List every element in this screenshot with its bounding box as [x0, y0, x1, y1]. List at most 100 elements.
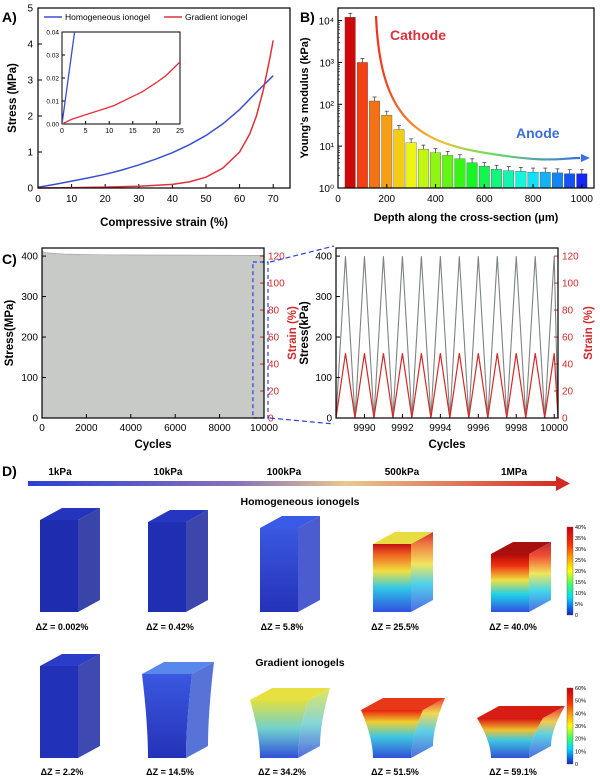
chart-c-left-ytick-label: 100 — [21, 373, 38, 384]
chart-b-bar — [442, 155, 454, 189]
chart-b-xtick-label: 600 — [476, 194, 493, 205]
colorbar-label: 20% — [575, 569, 586, 575]
gradient-block: ΔZ = 34.2% — [250, 688, 330, 777]
chart-b-xtick-label: 200 — [378, 194, 395, 205]
chart-a-series-gradient — [37, 40, 274, 189]
chart-b-bar — [552, 172, 563, 189]
block-top-face — [477, 706, 565, 718]
block-top-face — [40, 508, 100, 520]
chart-a-xtick-label: 0 — [35, 194, 41, 205]
deformation-label: ΔZ = 2.2% — [41, 767, 84, 777]
deformation-label: ΔZ = 34.2% — [258, 767, 306, 777]
homogeneous-block: ΔZ = 40.0% — [489, 542, 551, 632]
block-top-face — [373, 532, 433, 544]
legend-homogeneous-label: Homogeneous ionogel — [65, 12, 150, 22]
deformation-label: ΔZ = 51.5% — [371, 767, 419, 777]
panel-label-d: D) — [2, 463, 17, 479]
chart-c-right-y2tick-label: 100 — [562, 279, 579, 290]
chart-c-left-xlabel: Cycles — [134, 439, 171, 451]
legend-gradient-label: Gradient ionogel — [185, 12, 247, 22]
chart-b-bar — [466, 162, 478, 189]
chart-b-ytick-label: 10³ — [320, 58, 335, 69]
chart-a-series-homogeneous — [37, 75, 274, 189]
chart-c-right-xtick-label: 9998 — [505, 423, 528, 434]
chart-c-left-xtick-label: 0 — [39, 423, 45, 434]
chart-c-left-xtick-label: 2000 — [75, 423, 98, 434]
block-top-face — [250, 688, 330, 700]
chart-b-xtick-label: 1000 — [571, 194, 594, 205]
chart-c-left-xtick-label: 4000 — [120, 423, 143, 434]
colorbar-label: 30% — [575, 724, 586, 730]
chart-c-right-xtick-label: 9994 — [429, 423, 452, 434]
block-front-face — [148, 522, 186, 612]
block-front-face — [40, 520, 78, 612]
chart-b: Cathode Anode 0 200 400 600 800 1000 10⁰ 10¹ 10²… — [299, 7, 595, 224]
cycle-stress-line — [335, 256, 559, 419]
deformation-label: ΔZ = 0.42% — [146, 622, 194, 632]
inset-ytick-label: 0.03 — [46, 53, 59, 60]
colorbar-label: 0 — [575, 613, 578, 619]
block-side-face — [186, 662, 214, 758]
chart-b-bar — [393, 129, 405, 189]
cathode-anode-gradient-curve — [374, 15, 581, 161]
zoom-connector-top — [269, 245, 335, 263]
block-side-face — [411, 698, 445, 758]
block-front-face — [477, 718, 543, 758]
pressure-scale-arrow-bar — [28, 481, 558, 486]
pressure-scale-label: 100kPa — [267, 467, 302, 478]
chart-c-left-y2tick-label: 0 — [268, 414, 274, 425]
colorbar-label: 50% — [575, 699, 586, 705]
chart-b-bar — [430, 152, 441, 189]
pressure-scale-label: 500kPa — [385, 467, 420, 478]
annotation-cathode: Cathode — [390, 27, 446, 43]
pressure-scale-label: 1kPa — [48, 467, 72, 478]
colorbar — [566, 687, 574, 765]
deformation-label: ΔZ = 25.5% — [371, 622, 419, 632]
chart-c-right-y2tick-label: 40 — [562, 360, 574, 371]
chart-b-bar — [356, 62, 368, 189]
deformation-label: ΔZ = 5.8% — [261, 622, 304, 632]
chart-a-ytick-label: 2 — [27, 112, 33, 123]
chart-c-left-y2tick-label: 120 — [268, 252, 285, 263]
block-side-face — [78, 654, 100, 758]
chart-b-ytick-label: 10¹ — [320, 142, 335, 153]
gradient-row-title: Gradient ionogels — [255, 657, 344, 669]
block-side-face — [411, 532, 433, 612]
inset-series-homogeneous — [62, 32, 76, 124]
chart-c-left-frame — [41, 247, 265, 419]
chart-c-left-y2label: Strain (%) — [287, 306, 299, 360]
block-top-face — [260, 516, 320, 528]
chart-a-ytick-label: 4 — [27, 40, 33, 51]
chart-b-ytick-label: 10⁴ — [319, 17, 334, 28]
chart-c-right-y2tick-label: 0 — [562, 414, 568, 425]
chart-c-right-y2tick-label: 20 — [562, 387, 574, 398]
block-side-face — [298, 516, 320, 612]
inset-xtick-label: 5 — [84, 128, 88, 135]
block-side-face — [186, 510, 208, 612]
chart-c-right-xtick-label: 9996 — [467, 423, 490, 434]
chart-a: 0 10 20 30 40 50 60 70 0 1 2 3 4 5 0 5 10 15 20 25 0.00 0.01… — [7, 4, 291, 229]
chart-c-right-xtick-label: 9992 — [391, 423, 414, 434]
chart-b-bar — [405, 142, 417, 189]
colorbar-label: 35% — [575, 536, 586, 542]
chart-c-right-ytick-label: 200 — [315, 333, 332, 344]
chart-c-right-ylabel: Stress(kPa) — [299, 301, 311, 364]
chart-c-right-frame — [335, 247, 559, 419]
chart-c-right-y2tick-label: 60 — [562, 333, 574, 344]
inset-xtick-label: 25 — [176, 128, 184, 135]
deformation-label: ΔZ = 0.002% — [36, 622, 89, 632]
gradient-block: ΔZ = 14.5% — [142, 662, 214, 777]
chart-b-bar — [417, 148, 429, 189]
block-front-face — [260, 528, 298, 612]
chart-c-right-ytick-label: 400 — [315, 252, 332, 263]
deformation-label: ΔZ = 40.0% — [489, 622, 537, 632]
chart-c-left-xtick-label: 10000 — [250, 423, 278, 434]
pressure-scale-label: 1MPa — [501, 467, 528, 478]
chart-c-right-ytick-label: 0 — [326, 414, 332, 425]
chart-a-xtick-label: 20 — [100, 194, 112, 205]
chart-a-xtick-label: 30 — [133, 194, 145, 205]
block-top-face — [491, 542, 551, 554]
block-top-face — [148, 510, 208, 522]
chart-b-bar — [539, 171, 551, 189]
chart-a-xtick-label: 50 — [200, 194, 212, 205]
